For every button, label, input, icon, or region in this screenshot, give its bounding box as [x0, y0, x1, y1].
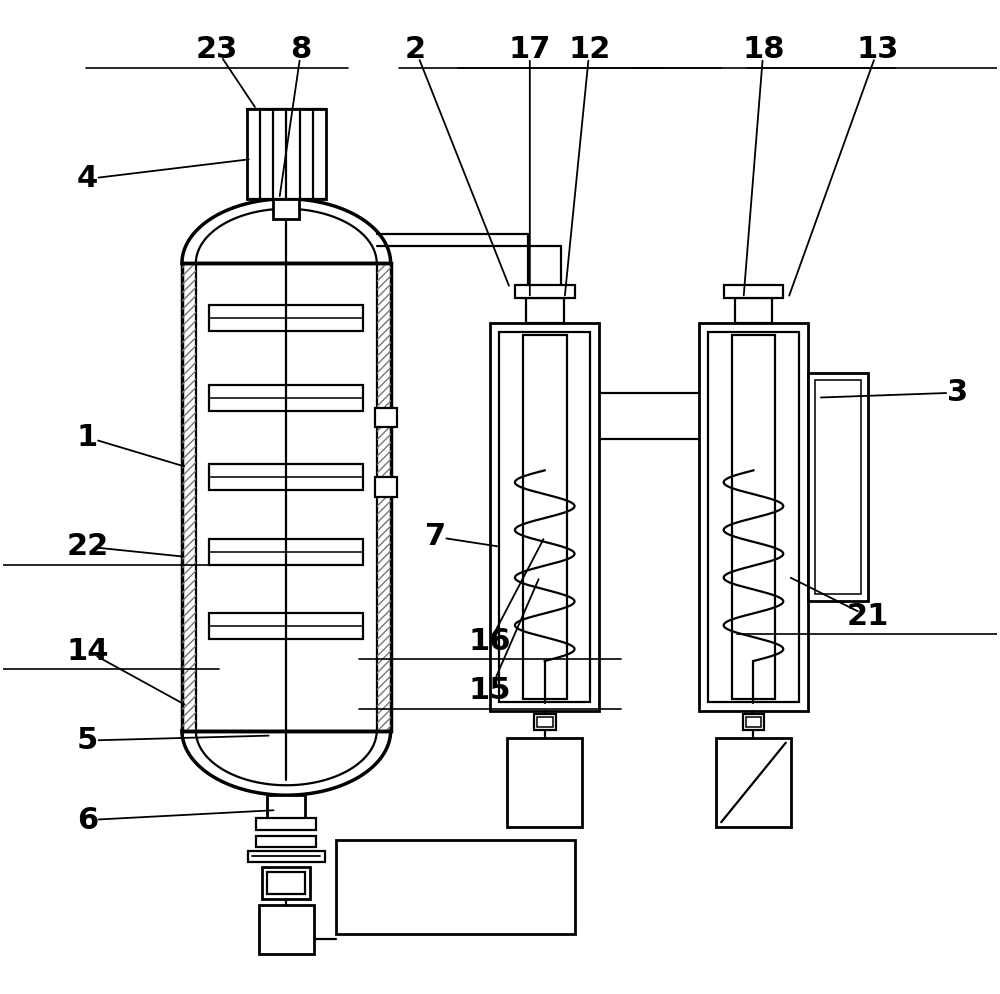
Bar — [209, 613, 363, 639]
Bar — [724, 285, 783, 298]
Bar — [375, 408, 397, 427]
Text: 23: 23 — [196, 35, 238, 65]
Bar — [515, 285, 575, 298]
Text: 16: 16 — [469, 626, 511, 656]
Text: 2: 2 — [405, 35, 426, 65]
Text: 1: 1 — [77, 422, 98, 452]
Bar — [336, 840, 575, 934]
Text: 21: 21 — [847, 601, 889, 631]
Bar — [716, 738, 791, 827]
Bar — [262, 867, 310, 899]
Bar — [735, 298, 772, 323]
Text: 7: 7 — [425, 522, 446, 552]
Bar — [267, 872, 305, 894]
Bar — [526, 298, 564, 323]
Bar — [537, 717, 553, 727]
Bar — [746, 717, 761, 727]
Bar — [259, 905, 314, 954]
Bar — [267, 795, 305, 820]
Bar — [490, 323, 599, 711]
Text: 22: 22 — [66, 532, 109, 562]
Bar — [209, 539, 363, 565]
Text: 15: 15 — [469, 676, 511, 706]
Text: 18: 18 — [742, 35, 785, 65]
Bar — [808, 373, 868, 601]
Bar — [732, 335, 775, 699]
Text: 6: 6 — [77, 805, 98, 835]
Text: 13: 13 — [857, 35, 899, 65]
Bar — [708, 332, 799, 702]
Bar — [743, 714, 764, 730]
Bar — [375, 477, 397, 497]
Bar — [209, 464, 363, 490]
Text: 12: 12 — [568, 35, 611, 65]
Bar — [499, 332, 590, 702]
Bar — [209, 385, 363, 411]
Text: 4: 4 — [77, 164, 98, 194]
Bar — [534, 714, 556, 730]
Bar — [256, 818, 316, 830]
Text: 14: 14 — [66, 636, 109, 666]
Text: 5: 5 — [77, 726, 98, 755]
Bar — [699, 323, 808, 711]
Bar — [256, 836, 316, 848]
Text: 3: 3 — [947, 378, 968, 408]
Text: 17: 17 — [509, 35, 551, 65]
Bar — [523, 335, 567, 699]
Bar — [377, 263, 391, 731]
Text: 8: 8 — [291, 35, 312, 65]
Bar — [815, 380, 861, 594]
Bar — [507, 738, 582, 827]
Bar — [182, 263, 391, 731]
Bar — [273, 197, 299, 219]
Bar — [182, 263, 196, 731]
Bar — [209, 305, 363, 331]
Bar — [247, 109, 326, 199]
Bar — [248, 851, 325, 862]
